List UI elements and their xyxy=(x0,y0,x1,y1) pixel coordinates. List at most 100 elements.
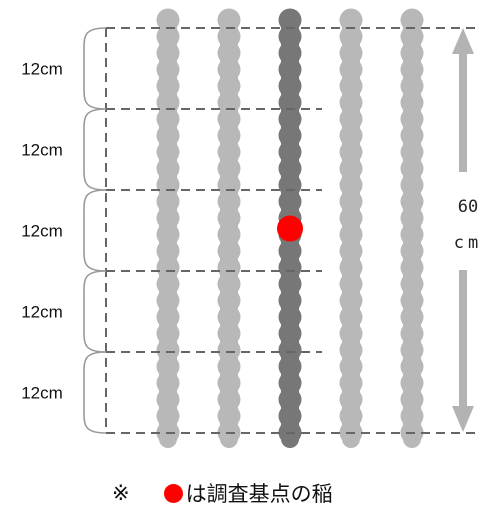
rice-plant xyxy=(339,107,363,131)
rice-plant xyxy=(278,190,302,213)
rice-plant xyxy=(156,206,180,230)
spacing-label: 12cm xyxy=(21,222,63,241)
rice-plant xyxy=(156,371,180,395)
rice-plant xyxy=(339,338,363,362)
rice-plant xyxy=(278,239,302,263)
rice-plant xyxy=(339,173,363,197)
rice-plant xyxy=(278,8,302,32)
rice-plant xyxy=(339,223,363,246)
rice-plant xyxy=(339,206,363,230)
rice-plant xyxy=(400,272,424,296)
rice-plant xyxy=(339,25,363,48)
rice-plant xyxy=(278,404,302,428)
arrow-head-down xyxy=(452,406,474,432)
rice-plant xyxy=(400,41,424,65)
rice-plant xyxy=(339,289,363,312)
spacing-brace xyxy=(83,189,107,272)
rice-plant xyxy=(278,41,302,65)
rice-plant xyxy=(156,404,180,428)
total-length-value: 60 xyxy=(458,197,478,217)
rice-plant xyxy=(339,140,363,164)
rice-plant xyxy=(156,124,180,147)
rice-plant xyxy=(400,206,424,230)
rice-plant xyxy=(217,388,241,411)
spacing-label: 12cm xyxy=(21,141,63,160)
rice-plant xyxy=(217,140,241,164)
rice-row xyxy=(339,8,363,448)
rice-plant xyxy=(156,388,180,411)
rice-plant xyxy=(400,322,424,345)
spacing-braces xyxy=(83,27,107,434)
rice-plant xyxy=(339,388,363,411)
rice-plant xyxy=(156,256,180,279)
rice-plant xyxy=(339,322,363,345)
rice-plant xyxy=(217,239,241,263)
rice-plant xyxy=(278,256,302,279)
rice-plant xyxy=(156,289,180,312)
rice-plant xyxy=(400,91,424,114)
rice-plant xyxy=(217,157,241,180)
rice-plant xyxy=(339,256,363,279)
footnote-mark: ※ xyxy=(112,481,130,505)
rice-row xyxy=(156,8,180,448)
rice-plant xyxy=(400,338,424,362)
rice-plant xyxy=(339,305,363,329)
rice-plant xyxy=(156,322,180,345)
rice-plant xyxy=(400,58,424,81)
rice-plant xyxy=(278,91,302,114)
rice-plant xyxy=(400,305,424,329)
rice-plant xyxy=(339,371,363,395)
rice-plant xyxy=(217,206,241,230)
spacing-brace xyxy=(83,270,107,353)
rice-plant xyxy=(400,223,424,246)
spacing-brace xyxy=(83,27,107,110)
spacing-brace xyxy=(83,351,107,434)
rice-plant xyxy=(400,107,424,131)
rice-plant xyxy=(400,388,424,411)
rice-plant xyxy=(217,41,241,65)
rice-plant xyxy=(217,256,241,279)
rice-plant xyxy=(217,74,241,98)
rice-plant xyxy=(339,8,363,32)
rice-plant xyxy=(339,74,363,98)
rice-plant xyxy=(400,404,424,428)
rice-planting-diagram: 12cm 12cm 12cm 12cm 12cm 60 cm xyxy=(21,8,478,448)
spacing-label: 12cm xyxy=(21,384,63,403)
rice-row xyxy=(400,8,424,448)
rice-plant xyxy=(278,322,302,345)
rice-plant xyxy=(400,355,424,378)
rice-plant xyxy=(217,404,241,428)
spacing-labels: 12cm 12cm 12cm 12cm 12cm xyxy=(21,60,63,403)
rice-plant xyxy=(400,140,424,164)
rice-plant xyxy=(217,124,241,147)
rice-plant xyxy=(156,8,180,32)
rice-plant xyxy=(400,239,424,263)
rice-plant xyxy=(400,157,424,180)
rice-plant xyxy=(339,190,363,213)
rice-plant xyxy=(217,190,241,213)
rice-plant xyxy=(217,322,241,345)
rice-plant xyxy=(339,355,363,378)
rice-plant xyxy=(400,173,424,197)
rice-plant xyxy=(156,140,180,164)
rice-plant xyxy=(217,272,241,296)
rice-plant xyxy=(400,8,424,32)
rice-rows xyxy=(156,8,424,448)
rice-plant xyxy=(339,157,363,180)
rice-plant xyxy=(278,74,302,98)
rice-plant xyxy=(217,107,241,131)
rice-plant xyxy=(278,157,302,180)
rice-plant xyxy=(217,289,241,312)
rice-plant xyxy=(339,272,363,296)
rice-plant xyxy=(217,371,241,395)
rice-plant xyxy=(217,305,241,329)
rice-plant xyxy=(278,355,302,378)
rice-plant xyxy=(400,371,424,395)
rice-plant xyxy=(278,289,302,312)
rice-plant xyxy=(156,74,180,98)
rice-plant xyxy=(156,239,180,263)
rice-plant xyxy=(156,355,180,378)
spacing-label: 12cm xyxy=(21,303,63,322)
spacing-label: 12cm xyxy=(21,60,63,79)
rice-plant xyxy=(156,338,180,362)
